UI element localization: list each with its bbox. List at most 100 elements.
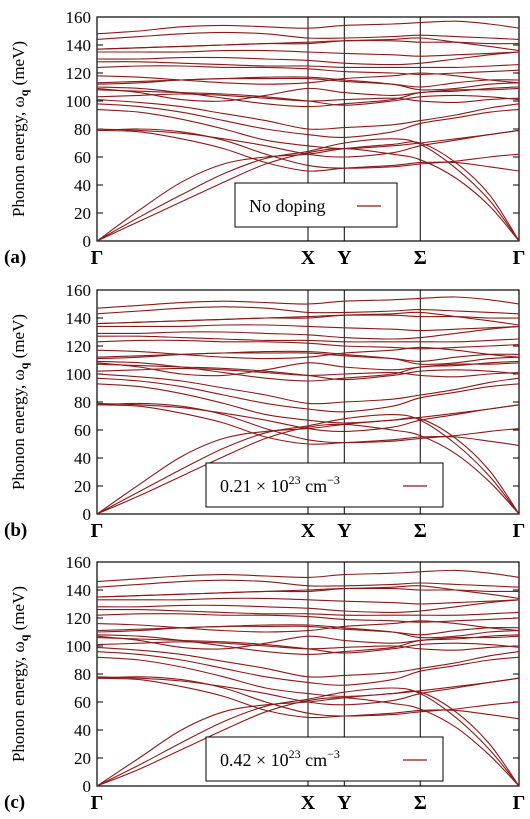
y-tick-label: 80 — [74, 665, 91, 684]
chart-panel-3: 0 20 40 60 80 100 120 140 160 Γ X Y Σ Γ (c) Phonon ener… — [4, 553, 525, 814]
phonon-branch-12 — [97, 87, 519, 102]
phonon-branch-9 — [97, 646, 519, 678]
phonon-branch-20 — [97, 324, 519, 332]
phonon-branches — [97, 569, 519, 786]
phonon-branch-22 — [97, 311, 519, 326]
phonon-branch-6 — [97, 676, 519, 706]
legend-label-main: No doping — [249, 196, 326, 216]
kpoint-label: Y — [337, 520, 352, 542]
phonon-branches — [97, 20, 519, 241]
phonon-branch-8 — [97, 103, 519, 139]
legend-label: 0.42 × 1023 cm−3 — [220, 747, 340, 770]
phonon-branch-6 — [97, 128, 519, 158]
y-axis-label-main: Phonon energy, ω — [9, 369, 28, 490]
y-tick-label: 60 — [74, 148, 91, 167]
kpoint-label: Γ — [91, 792, 104, 814]
phonon-branch-17 — [97, 339, 519, 350]
legend-label-unit: cm — [301, 750, 328, 770]
y-tick-label: 0 — [83, 505, 92, 524]
phonon-branch-22 — [97, 585, 519, 599]
phonon-branch-2 — [97, 138, 519, 241]
legend-label-unit-power: −3 — [327, 747, 340, 761]
kpoint-label: Σ — [414, 792, 427, 814]
kpoint-label: Γ — [513, 247, 526, 269]
kpoint-label: Γ — [91, 247, 104, 269]
phonon-branch-23 — [97, 31, 519, 40]
panel-label: (a) — [4, 247, 26, 268]
kpoint-label: X — [301, 247, 316, 269]
phonon-branch-4 — [97, 129, 519, 172]
phonon-branch-10 — [97, 93, 519, 103]
kpoint-label: Σ — [414, 520, 427, 542]
phonon-branch-3 — [97, 417, 519, 514]
panel-label: (c) — [4, 792, 25, 813]
legend-label-unit: cm — [301, 476, 328, 496]
chart-panel-2: 0 20 40 60 80 100 120 140 160 Γ X Y Σ Γ (b) Phonon ener… — [4, 281, 525, 542]
phonon-branch-3 — [97, 141, 519, 241]
phonon-branch-7 — [97, 108, 519, 150]
phonon-branch-13 — [97, 360, 519, 382]
y-tick-label: 140 — [66, 36, 92, 55]
y-tick-label: 60 — [74, 693, 91, 712]
y-tick-label: 120 — [66, 64, 92, 83]
legend-box — [205, 736, 444, 782]
phonon-branch-13 — [97, 634, 519, 655]
y-tick-label: 100 — [66, 365, 92, 384]
y-tick-label: 40 — [74, 176, 91, 195]
phonon-branch-19 — [97, 51, 519, 66]
legend-label-main: 0.42 × 10 — [220, 750, 289, 770]
phonon-branch-6 — [97, 402, 519, 432]
phonon-branch-24 — [97, 296, 519, 309]
kpoint-label: Y — [337, 792, 352, 814]
phonon-branch-18 — [97, 335, 519, 343]
kpoint-label: Γ — [513, 520, 526, 542]
phonon-branch-3 — [97, 690, 519, 786]
phonon-branch-5 — [97, 676, 519, 717]
y-tick-label: 160 — [66, 8, 92, 27]
y-tick-label: 140 — [66, 309, 92, 328]
legend-box — [205, 462, 444, 508]
legend-label-main: 0.21 × 10 — [220, 476, 289, 496]
y-tick-label: 120 — [66, 337, 92, 356]
y-axis-label-subscript: q — [17, 89, 31, 96]
y-tick-label: 140 — [66, 581, 92, 600]
kpoint-label: Σ — [414, 247, 427, 269]
phonon-branch-16 — [97, 620, 519, 633]
y-axis-label-unit: (meV) — [9, 314, 28, 363]
y-tick-label: 60 — [74, 421, 91, 440]
phonon-branch-9 — [97, 373, 519, 405]
y-tick-label: 80 — [74, 393, 91, 412]
legend: No doping — [234, 182, 398, 228]
y-axis-label-main: Phonon energy, ω — [9, 641, 28, 762]
y-tick-label: 20 — [74, 477, 91, 496]
kpoint-label: Γ — [91, 520, 104, 542]
y-tick-label: 0 — [83, 777, 92, 796]
phonon-branch-4 — [97, 404, 519, 446]
y-tick-label: 20 — [74, 749, 91, 768]
y-axis-label-main: Phonon energy, ω — [9, 96, 28, 217]
phonon-branch-16 — [97, 72, 519, 85]
legend: 0.21 × 1023 cm−3 — [205, 462, 444, 508]
y-tick-label: 100 — [66, 637, 92, 656]
y-axis-label-subscript: q — [17, 634, 31, 641]
legend-label-power: 23 — [289, 747, 301, 761]
y-axis-label-unit: (meV) — [9, 41, 28, 90]
phonon-branch-18 — [97, 61, 519, 69]
y-tick-label: 40 — [74, 449, 91, 468]
y-tick-label: 20 — [74, 204, 91, 223]
phonon-branch-1 — [97, 423, 519, 514]
kpoint-label: X — [301, 520, 316, 542]
phonon-branches — [97, 296, 519, 514]
kpoint-label: X — [301, 792, 316, 814]
phonon-branch-24 — [97, 20, 519, 35]
y-axis-label-subscript: q — [17, 362, 31, 369]
legend-label: 0.21 × 1023 cm−3 — [220, 473, 340, 496]
phonon-branch-23 — [97, 306, 519, 315]
phonon-branch-7 — [97, 656, 519, 697]
y-axis-label: Phonon energy, ωq (meV) — [9, 41, 31, 217]
chart-panel-1: 0 20 40 60 80 100 120 140 160 Γ X Y Σ Γ (a) Phonon ener… — [4, 8, 525, 269]
phonon-branch-1 — [97, 697, 519, 786]
y-axis-label: Phonon energy, ωq (meV) — [9, 314, 31, 490]
y-tick-label: 80 — [74, 120, 91, 139]
